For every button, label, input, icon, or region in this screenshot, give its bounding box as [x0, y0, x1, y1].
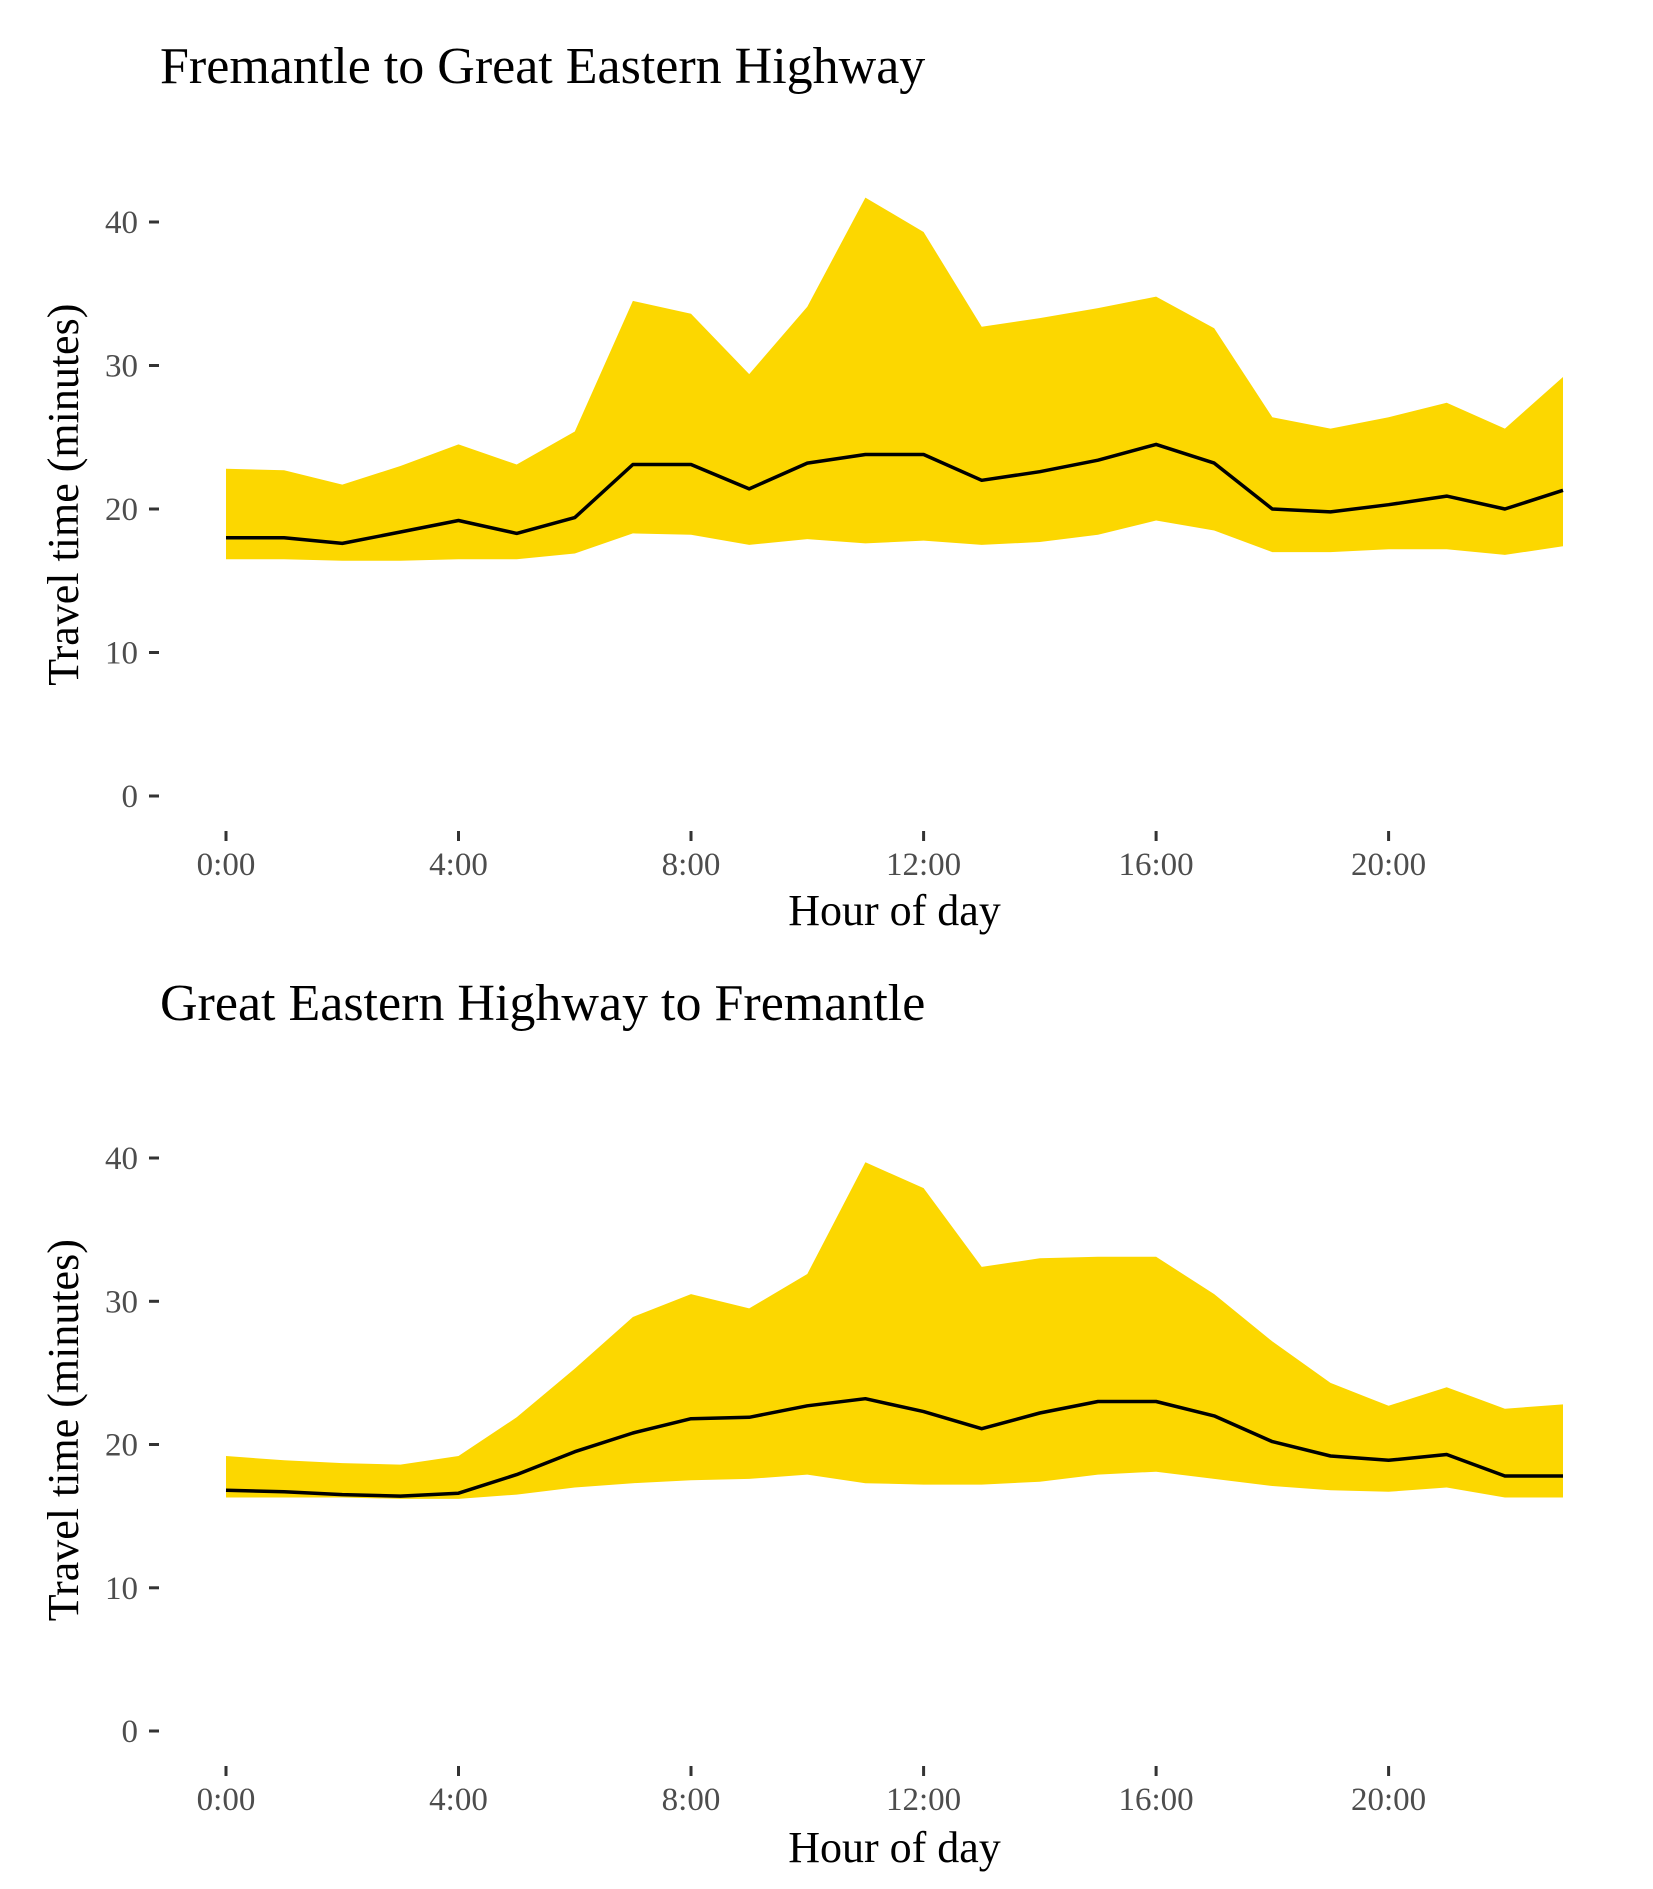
- chart-panel-1: Fremantle to Great Eastern Highway Travel…: [39, 38, 1564, 935]
- x-tick-label: 16:00: [1119, 847, 1194, 883]
- y-axis-title: Travel time (minutes): [39, 304, 88, 686]
- median-travel-time-line: [225, 1396, 1563, 1498]
- median-travel-time-line: [226, 442, 1564, 546]
- x-tick-label: 4:00: [429, 847, 488, 883]
- x-tick-label: 16:00: [1119, 1782, 1194, 1818]
- y-tick-label: 40: [105, 1141, 138, 1177]
- x-tick-label: 8:00: [662, 1782, 721, 1818]
- x-tick-label: 0:00: [197, 1782, 256, 1818]
- chart-panel-2: Great Eastern Highway to Fremantle Travel…: [39, 975, 1563, 1872]
- y-tick-label: 10: [105, 636, 138, 672]
- x-tick-label: 4:00: [429, 1782, 488, 1818]
- y-tick-label: 20: [105, 492, 138, 528]
- travel-time-range-band: [226, 1162, 1563, 1499]
- x-axis-title: Hour of day: [788, 886, 1001, 935]
- x-tick-label: 20:00: [1351, 1782, 1426, 1818]
- x-tick-label: 20:00: [1351, 847, 1426, 883]
- y-tick-label: 20: [105, 1428, 138, 1464]
- y-tick-label: 10: [105, 1571, 138, 1607]
- y-tick-label: 40: [105, 205, 138, 241]
- x-tick-label: 8:00: [662, 847, 721, 883]
- travel-time-range-band: [226, 197, 1563, 561]
- chart-title: Fremantle to Great Eastern Highway: [160, 38, 925, 95]
- x-tick-label: 0:00: [197, 847, 256, 883]
- y-axis-title: Travel time (minutes): [39, 1239, 88, 1621]
- x-tick-label: 12:00: [886, 1782, 961, 1818]
- x-axis-title: Hour of day: [788, 1823, 1001, 1872]
- x-tick-label: 12:00: [886, 847, 961, 883]
- y-tick-label: 30: [105, 349, 138, 385]
- chart-title: Great Eastern Highway to Fremantle: [160, 975, 925, 1032]
- y-tick-label: 0: [122, 779, 139, 815]
- y-tick-label: 0: [122, 1714, 139, 1750]
- y-tick-label: 30: [105, 1284, 138, 1320]
